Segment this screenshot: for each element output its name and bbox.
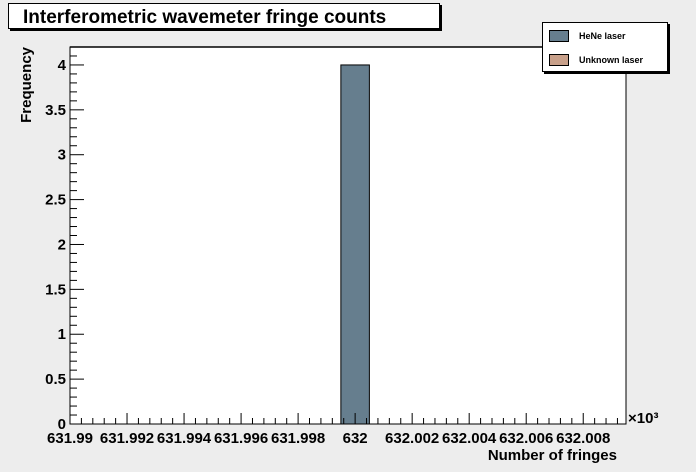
- y-tick-label: 0.5: [45, 371, 66, 388]
- y-tick-label: 3.5: [45, 102, 66, 119]
- y-tick-label: 2: [58, 236, 66, 253]
- x-tick-label: 631.99: [47, 430, 93, 447]
- legend: HeNe laser Unknown laser: [542, 22, 668, 72]
- x-tick-label: 632.002: [385, 430, 439, 447]
- x-tick-label: 632.008: [556, 430, 610, 447]
- y-tick-label: 4: [58, 57, 67, 74]
- x-tick-label: 631.994: [157, 430, 212, 447]
- legend-entry-hene: HeNe laser: [549, 28, 626, 44]
- chart-title-box: Interferometric wavemeter fringe counts: [8, 3, 440, 29]
- y-tick-label: 1: [58, 326, 66, 343]
- x-tick-label: 632.004: [442, 430, 497, 447]
- chart-title: Interferometric wavemeter fringe counts: [23, 7, 387, 28]
- x-tick-label: 632: [343, 430, 368, 447]
- x-scale-label: ×10³: [628, 410, 658, 427]
- y-tick-label: 1.5: [45, 281, 66, 298]
- legend-entry-unknown: Unknown laser: [549, 52, 643, 68]
- x-tick-label: 631.992: [100, 430, 154, 447]
- x-tick-label: 632.006: [499, 430, 553, 447]
- x-tick-label: 631.998: [271, 430, 325, 447]
- bar-0-0: [340, 64, 370, 425]
- y-tick-label: 0: [58, 416, 66, 433]
- y-tick-label: 3: [58, 147, 66, 164]
- legend-swatch-hene: [549, 30, 569, 42]
- legend-label-hene: HeNe laser: [579, 31, 626, 41]
- x-tick-label: 631.996: [214, 430, 268, 447]
- y-axis-label: Frequency: [18, 46, 35, 123]
- x-axis-label: Number of fringes: [488, 447, 617, 464]
- legend-label-unknown: Unknown laser: [579, 55, 644, 65]
- legend-swatch-unknown: [549, 54, 569, 66]
- y-tick-label: 2.5: [45, 192, 66, 209]
